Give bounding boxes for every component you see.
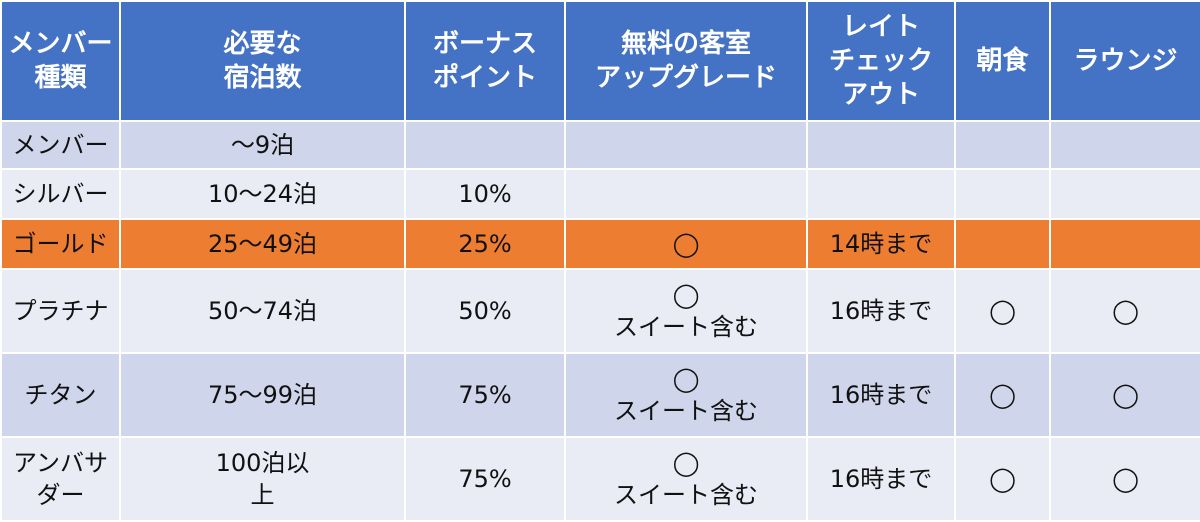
table-row-highlighted: ゴールド 25〜49泊 25% ◯ 14時まで: [0, 218, 1200, 270]
cell-member-type: メンバー: [0, 120, 121, 170]
cell-breakfast: ◯: [954, 268, 1051, 354]
cell-lounge: ◯: [1049, 352, 1200, 438]
cell-late-checkout: [806, 120, 956, 170]
table-row: プラチナ 50〜74泊 50% ◯ スイート含む 16時まで ◯ ◯: [0, 268, 1200, 354]
cell-breakfast: ◯: [954, 436, 1051, 522]
cell-bonus-points: 50%: [404, 268, 566, 354]
cell-bonus-points: 10%: [404, 168, 566, 220]
cell-late-checkout: 16時まで: [806, 352, 956, 438]
cell-required-nights: 75〜99泊: [119, 352, 406, 438]
cell-lounge: [1049, 218, 1200, 270]
cell-member-type: アンバサダー: [0, 436, 121, 522]
table-row: シルバー 10〜24泊 10%: [0, 168, 1200, 220]
cell-member-type: チタン: [0, 352, 121, 438]
header-bonus-points: ボーナス ポイント: [404, 0, 566, 122]
cell-breakfast: [954, 168, 1051, 220]
cell-member-type: シルバー: [0, 168, 121, 220]
cell-lounge: ◯: [1049, 268, 1200, 354]
cell-lounge: ◯: [1049, 436, 1200, 522]
cell-room-upgrade: [564, 168, 808, 220]
cell-required-nights: 〜9泊: [119, 120, 406, 170]
cell-room-upgrade: ◯ スイート含む: [564, 436, 808, 522]
header-breakfast: 朝食: [954, 0, 1051, 122]
cell-required-nights: 50〜74泊: [119, 268, 406, 354]
header-free-room-upgrade: 無料の客室 アップグレード: [564, 0, 808, 122]
cell-bonus-points: 75%: [404, 436, 566, 522]
cell-required-nights: 100泊以 上: [119, 436, 406, 522]
cell-breakfast: ◯: [954, 352, 1051, 438]
cell-required-nights: 25〜49泊: [119, 218, 406, 270]
cell-breakfast: [954, 120, 1051, 170]
cell-room-upgrade: ◯ スイート含む: [564, 352, 808, 438]
table-row: チタン 75〜99泊 75% ◯ スイート含む 16時まで ◯ ◯: [0, 352, 1200, 438]
header-required-nights: 必要な 宿泊数: [119, 0, 406, 122]
cell-bonus-points: 25%: [404, 218, 566, 270]
cell-breakfast: [954, 218, 1051, 270]
cell-lounge: [1049, 168, 1200, 220]
cell-required-nights: 10〜24泊: [119, 168, 406, 220]
table-row: アンバサダー 100泊以 上 75% ◯ スイート含む 16時まで ◯ ◯: [0, 436, 1200, 522]
cell-bonus-points: [404, 120, 566, 170]
cell-room-upgrade: ◯: [564, 218, 808, 270]
header-row: メンバー種類 必要な 宿泊数 ボーナス ポイント 無料の客室 アップグレード レ…: [0, 0, 1200, 122]
header-lounge: ラウンジ: [1049, 0, 1200, 122]
cell-late-checkout: 14時まで: [806, 218, 956, 270]
cell-room-upgrade: [564, 120, 808, 170]
cell-member-type: プラチナ: [0, 268, 121, 354]
table-row: メンバー 〜9泊: [0, 120, 1200, 170]
cell-late-checkout: 16時まで: [806, 268, 956, 354]
cell-late-checkout: [806, 168, 956, 220]
cell-member-type: ゴールド: [0, 218, 121, 270]
cell-lounge: [1049, 120, 1200, 170]
header-late-checkout: レイト チェック アウト: [806, 0, 956, 122]
cell-late-checkout: 16時まで: [806, 436, 956, 522]
cell-bonus-points: 75%: [404, 352, 566, 438]
cell-room-upgrade: ◯ スイート含む: [564, 268, 808, 354]
header-member-type: メンバー種類: [0, 0, 121, 122]
